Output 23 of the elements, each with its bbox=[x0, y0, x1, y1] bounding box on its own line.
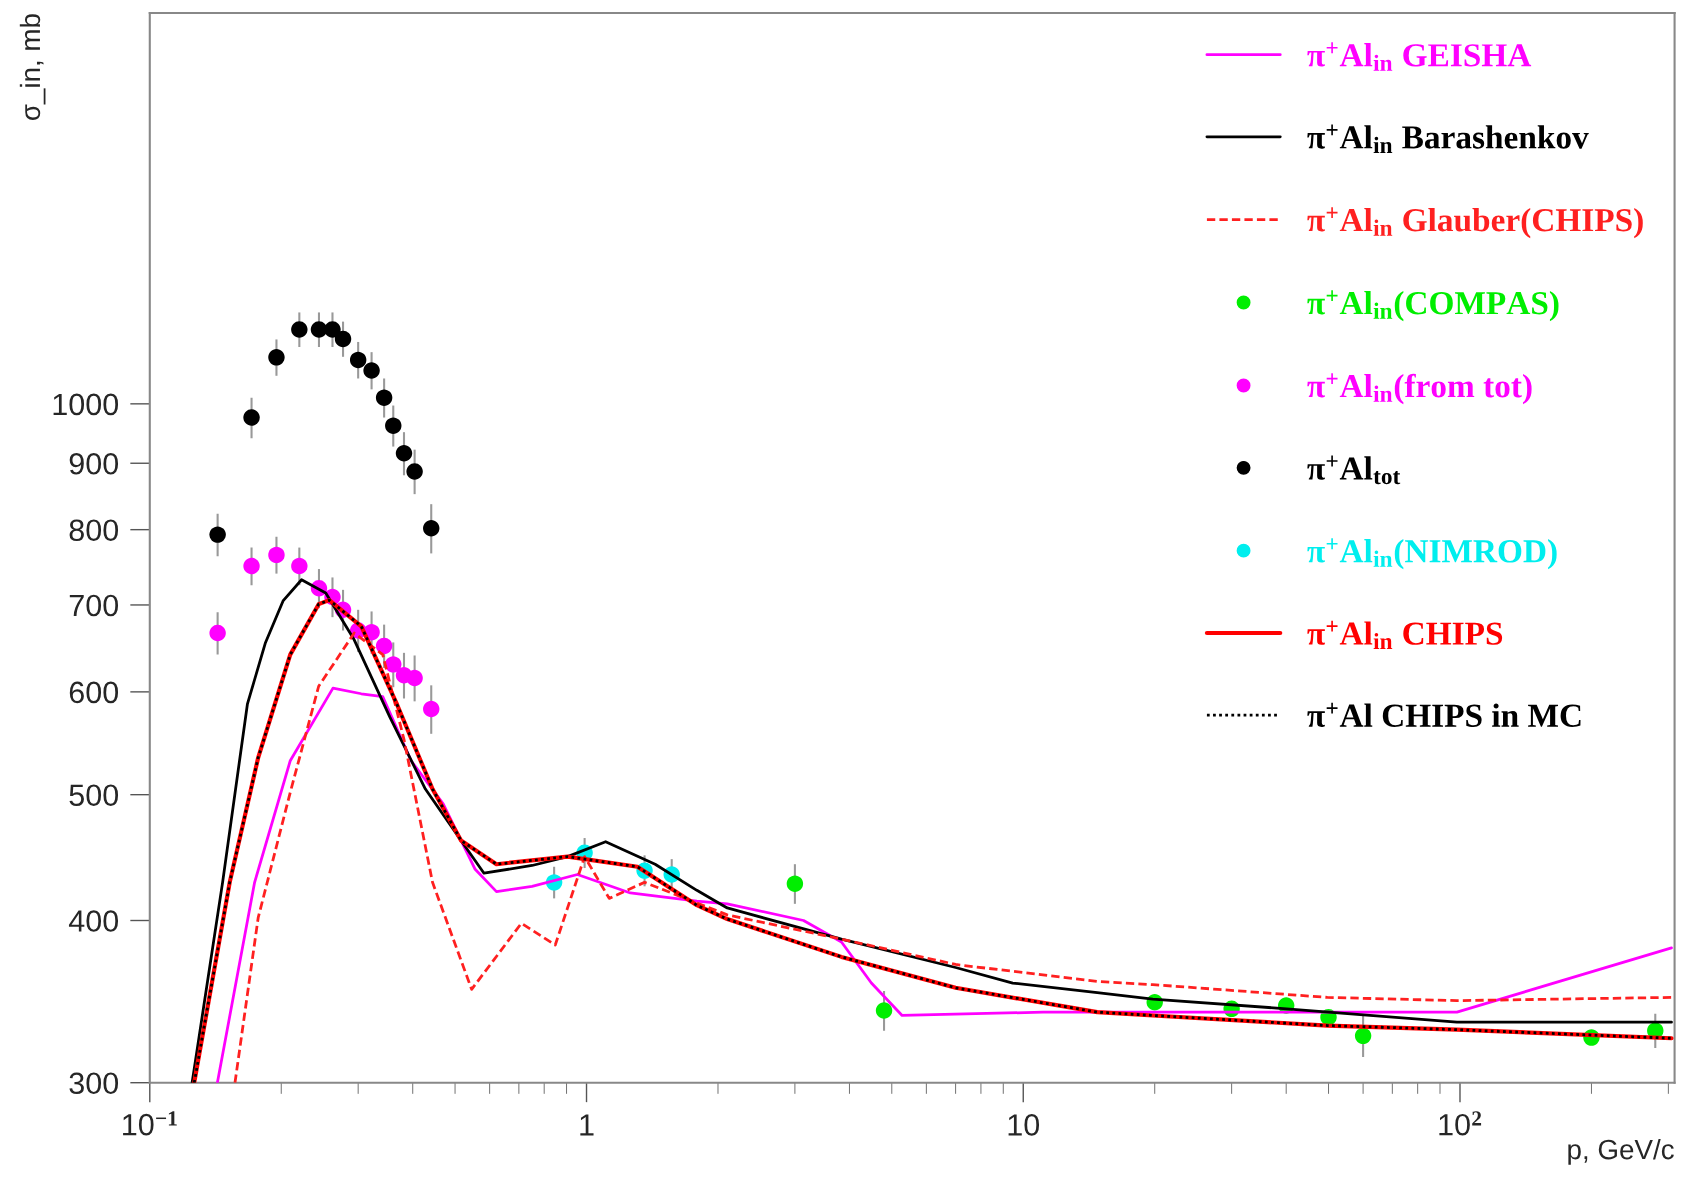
y-tick-label: 800 bbox=[69, 519, 119, 542]
legend-label: π$^{+}$Al$_{in}$(COMPAS) bbox=[1307, 290, 1559, 322]
y-tick-label: 300 bbox=[69, 1072, 119, 1095]
x-tick-label: 10$^{2}$ bbox=[1439, 1111, 1482, 1136]
legend-label: π$^{+}$Al$_{in}$ CHIPS bbox=[1307, 620, 1503, 650]
legend-label: π$^{+}$Al$_{in}$(NIMROD) bbox=[1307, 538, 1557, 570]
legend-label: π$^{+}$Al$_{tot}$ bbox=[1307, 455, 1401, 485]
y-tick-label: 400 bbox=[68, 910, 119, 932]
y-tick-label: 500 bbox=[69, 784, 119, 807]
y-tick-label: 900 bbox=[69, 452, 119, 475]
legend-label: π$^{+}$Al$_{in}$ GEISHA bbox=[1307, 42, 1532, 71]
x-tick-label: 10 bbox=[1008, 1114, 1040, 1136]
legend-label: π$^{+}$Al$_{in}$ Glauber(CHIPS) bbox=[1307, 207, 1643, 239]
legend-label: π$^{+}$Al$_{in}$(from tot) bbox=[1307, 373, 1532, 405]
y-tick-label: 1000 bbox=[53, 393, 119, 416]
x-tick-label: 10$^{−1}$ bbox=[123, 1111, 177, 1136]
y-tick-label: 600 bbox=[69, 681, 119, 704]
y-tick-label: 700 bbox=[69, 594, 119, 617]
x-axis-title: p, GeV/c bbox=[1568, 1138, 1674, 1165]
x-tick-label: 1 bbox=[580, 1114, 594, 1136]
y-axis-title: σ_in, mb bbox=[19, 14, 46, 121]
legend-label: π$^{+}$Al$_{in}$ Barashenkov bbox=[1307, 124, 1589, 153]
legend-label: π$^{+}$Al CHIPS in MC bbox=[1307, 702, 1581, 727]
